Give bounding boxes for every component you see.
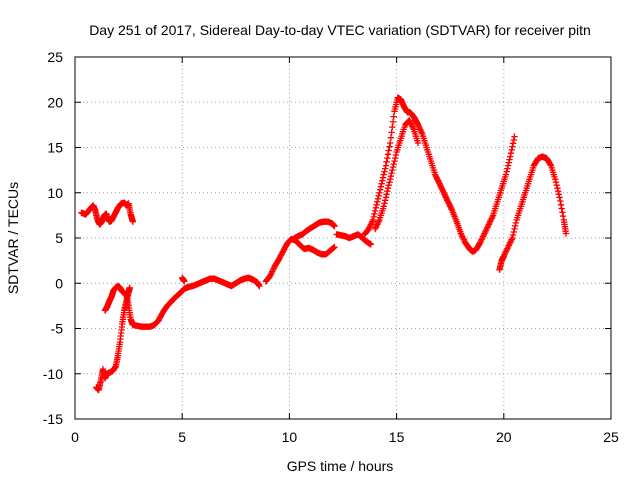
- series-segment: [262, 235, 338, 285]
- marker-trace: [262, 235, 338, 285]
- marker-trace: [496, 153, 570, 273]
- x-tick-label: 0: [71, 429, 79, 445]
- y-tick-label: -5: [51, 321, 64, 337]
- y-tick-label: 10: [47, 185, 63, 201]
- data-series: [78, 94, 570, 394]
- y-tick-label: 0: [55, 275, 63, 291]
- axis-ticks: [74, 56, 612, 420]
- x-axis-label: GPS time / hours: [287, 458, 394, 474]
- y-tick-label: 20: [47, 94, 63, 110]
- marker-trace: [372, 117, 422, 233]
- marker-trace: [179, 274, 188, 285]
- marker-trace: [361, 94, 518, 255]
- x-tick-label: 20: [496, 429, 512, 445]
- marker-trace: [78, 199, 137, 228]
- y-tick-label: 5: [55, 230, 63, 246]
- series-segment: [290, 218, 338, 243]
- series-segment: [361, 94, 518, 255]
- y-tick-labels: -15 -10 -5 0 5 10 15 20 25: [43, 49, 63, 427]
- y-tick-label: -10: [43, 366, 63, 382]
- y-tick-label: -15: [43, 411, 63, 427]
- series-sdtvar: [78, 94, 570, 394]
- x-tick-label: 25: [603, 429, 619, 445]
- x-tick-label: 15: [389, 429, 405, 445]
- y-axis-label: SDTVAR / TECUs: [5, 182, 21, 294]
- marker-trace: [101, 274, 263, 330]
- series-segment: [372, 117, 422, 233]
- x-tick-labels: 0 5 10 15 20 25: [71, 429, 619, 445]
- marker-trace: [290, 218, 338, 243]
- marker-trace: [333, 231, 375, 248]
- series-segment: [179, 274, 188, 285]
- x-tick-label: 10: [282, 429, 298, 445]
- y-tick-label: 15: [47, 140, 63, 156]
- y-tick-label: 25: [47, 49, 63, 65]
- chart-title: Day 251 of 2017, Sidereal Day-to-day VTE…: [89, 22, 591, 38]
- series-segment: [78, 199, 137, 228]
- x-tick-label: 5: [178, 429, 186, 445]
- series-segment: [496, 153, 570, 273]
- series-segment: [333, 231, 375, 248]
- series-segment: [101, 274, 263, 330]
